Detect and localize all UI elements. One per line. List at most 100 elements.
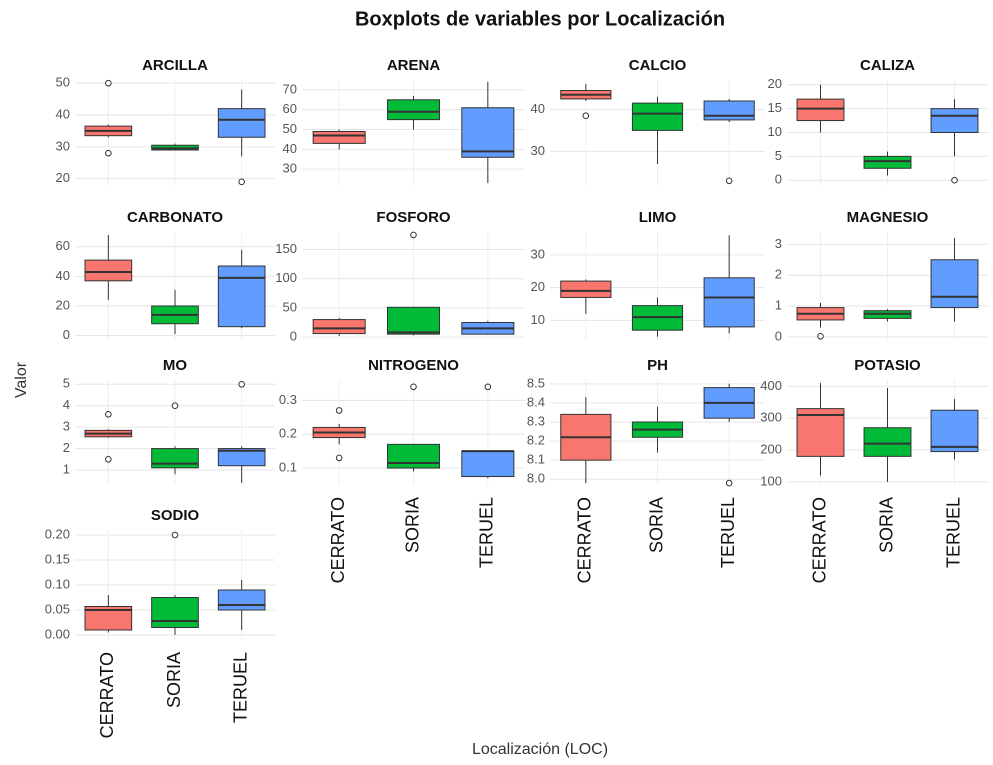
y-tick-label: 30 — [531, 246, 545, 261]
y-tick-label: 0 — [290, 329, 297, 344]
box — [703, 277, 755, 328]
y-tick-label: 300 — [760, 410, 782, 425]
y-tick-label: 60 — [56, 238, 70, 253]
panel-title: LIMO — [639, 209, 677, 226]
y-tick-label: 30 — [531, 143, 545, 158]
y-tick-label: 2 — [63, 440, 70, 455]
y-tick-label: 8.0 — [527, 471, 545, 486]
x-tick-label: CERRATO — [575, 497, 595, 583]
box — [796, 408, 845, 457]
panel-title: MAGNESIO — [847, 209, 929, 226]
outlier — [335, 407, 343, 414]
y-tick-label: 100 — [760, 473, 782, 488]
panel-title: SODIO — [151, 507, 200, 524]
box — [461, 107, 515, 158]
outlier — [105, 79, 112, 87]
y-tick-label: 2 — [775, 267, 782, 282]
box — [217, 265, 266, 328]
y-tick-label: 0.00 — [45, 626, 70, 641]
box — [84, 606, 133, 631]
panel-title: CARBONATO — [127, 209, 223, 226]
x-tick-label: SORIA — [646, 497, 666, 553]
outlier — [238, 380, 245, 388]
outlier — [410, 231, 417, 239]
y-tick-label: 50 — [283, 121, 297, 136]
panel-title: NITROGENO — [368, 357, 459, 374]
box — [84, 259, 133, 282]
panel-title: CALIZA — [860, 57, 915, 74]
outlier — [105, 149, 112, 157]
y-tick-label: 40 — [283, 141, 297, 156]
x-tick-label: CERRATO — [809, 497, 829, 583]
box — [151, 597, 199, 628]
y-tick-label: 400 — [760, 378, 782, 393]
outlier — [410, 383, 417, 391]
box — [703, 100, 755, 121]
outlier — [171, 531, 179, 539]
panel-title: PH — [647, 357, 668, 374]
y-tick-label: 0.05 — [45, 601, 70, 616]
y-tick-label: 60 — [283, 101, 297, 116]
x-tick-label: CERRATO — [328, 497, 348, 583]
y-tick-label: 50 — [56, 75, 70, 90]
x-tick-label: TERUEL — [718, 497, 738, 568]
outlier — [335, 454, 343, 462]
box — [312, 131, 366, 144]
x-tick-label: TERUEL — [477, 497, 497, 568]
y-tick-label: 1 — [63, 461, 70, 476]
outlier — [105, 455, 112, 463]
y-tick-label: 150 — [275, 241, 297, 256]
box — [386, 306, 441, 335]
box — [217, 448, 266, 467]
y-tick-label: 1 — [775, 297, 782, 312]
y-tick-label: 30 — [56, 138, 70, 153]
y-tick-label: 15 — [768, 100, 782, 115]
y-tick-label: 10 — [768, 124, 782, 139]
y-tick-label: 5 — [63, 376, 70, 391]
y-tick-label: 0 — [63, 327, 70, 342]
y-tick-label: 100 — [275, 270, 297, 285]
outlier — [582, 112, 590, 119]
y-tick-label: 40 — [531, 101, 545, 116]
y-tick-label: 40 — [56, 106, 70, 121]
x-tick-label: CERRATO — [97, 652, 117, 738]
y-tick-label: 50 — [283, 299, 297, 314]
outlier — [951, 176, 958, 184]
panel-title: MO — [163, 357, 187, 374]
y-tick-label: 0 — [775, 172, 782, 187]
box — [631, 102, 684, 131]
y-tick-label: 0.1 — [279, 460, 297, 475]
y-tick-label: 8.1 — [527, 452, 545, 467]
box — [930, 409, 979, 453]
box — [930, 108, 979, 133]
y-tick-label: 0.3 — [279, 392, 297, 407]
y-tick-label: 40 — [56, 268, 70, 283]
box — [863, 155, 912, 169]
box — [386, 443, 441, 469]
y-tick-label: 0.10 — [45, 576, 70, 591]
y-tick-label: 0.2 — [279, 426, 297, 441]
x-tick-label: SORIA — [876, 497, 896, 553]
outlier — [725, 479, 733, 487]
y-tick-label: 20 — [531, 279, 545, 294]
box — [863, 427, 912, 457]
x-tick-label: TERUEL — [230, 652, 250, 723]
y-tick-label: 200 — [760, 441, 782, 456]
outlier — [817, 332, 824, 340]
y-tick-label: 4 — [63, 397, 70, 412]
box — [217, 108, 266, 138]
box — [386, 99, 441, 121]
box — [930, 259, 979, 309]
y-tick-label: 0.20 — [45, 526, 70, 541]
x-tick-label: SORIA — [164, 652, 184, 708]
y-tick-label: 3 — [775, 236, 782, 251]
box — [151, 448, 199, 469]
panel-title: ARENA — [387, 57, 441, 74]
y-tick-label: 5 — [775, 148, 782, 163]
outlier — [725, 177, 733, 185]
y-tick-label: 20 — [56, 170, 70, 185]
y-tick-label: 70 — [283, 81, 297, 96]
y-tick-label: 8.3 — [527, 413, 545, 428]
y-tick-label: 0.15 — [45, 551, 70, 566]
y-tick-label: 8.5 — [527, 375, 545, 390]
